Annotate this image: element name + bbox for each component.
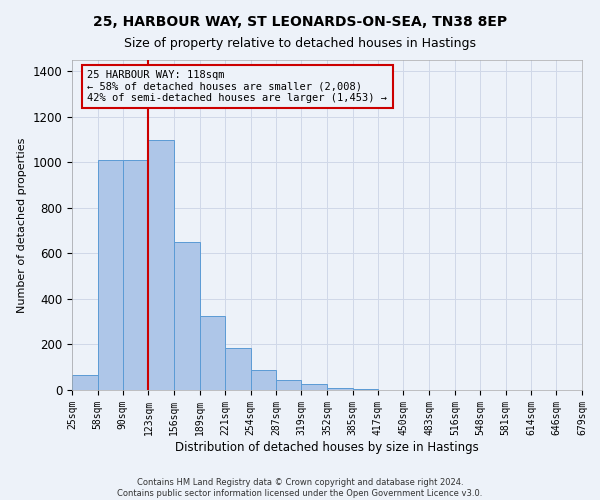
Bar — [277, 380, 301, 390]
Bar — [301, 384, 327, 390]
Bar — [327, 388, 353, 390]
Bar — [98, 160, 122, 390]
Bar — [353, 389, 377, 390]
Bar — [148, 140, 174, 390]
Bar — [225, 348, 251, 390]
Bar — [174, 242, 200, 390]
Text: Size of property relative to detached houses in Hastings: Size of property relative to detached ho… — [124, 38, 476, 51]
Bar — [72, 375, 98, 390]
Text: Contains HM Land Registry data © Crown copyright and database right 2024.
Contai: Contains HM Land Registry data © Crown c… — [118, 478, 482, 498]
Bar — [251, 370, 277, 390]
Bar — [122, 160, 148, 390]
X-axis label: Distribution of detached houses by size in Hastings: Distribution of detached houses by size … — [175, 440, 479, 454]
Text: 25, HARBOUR WAY, ST LEONARDS-ON-SEA, TN38 8EP: 25, HARBOUR WAY, ST LEONARDS-ON-SEA, TN3… — [93, 15, 507, 29]
Y-axis label: Number of detached properties: Number of detached properties — [17, 138, 27, 312]
Text: 25 HARBOUR WAY: 118sqm
← 58% of detached houses are smaller (2,008)
42% of semi-: 25 HARBOUR WAY: 118sqm ← 58% of detached… — [88, 70, 388, 103]
Bar — [200, 316, 225, 390]
